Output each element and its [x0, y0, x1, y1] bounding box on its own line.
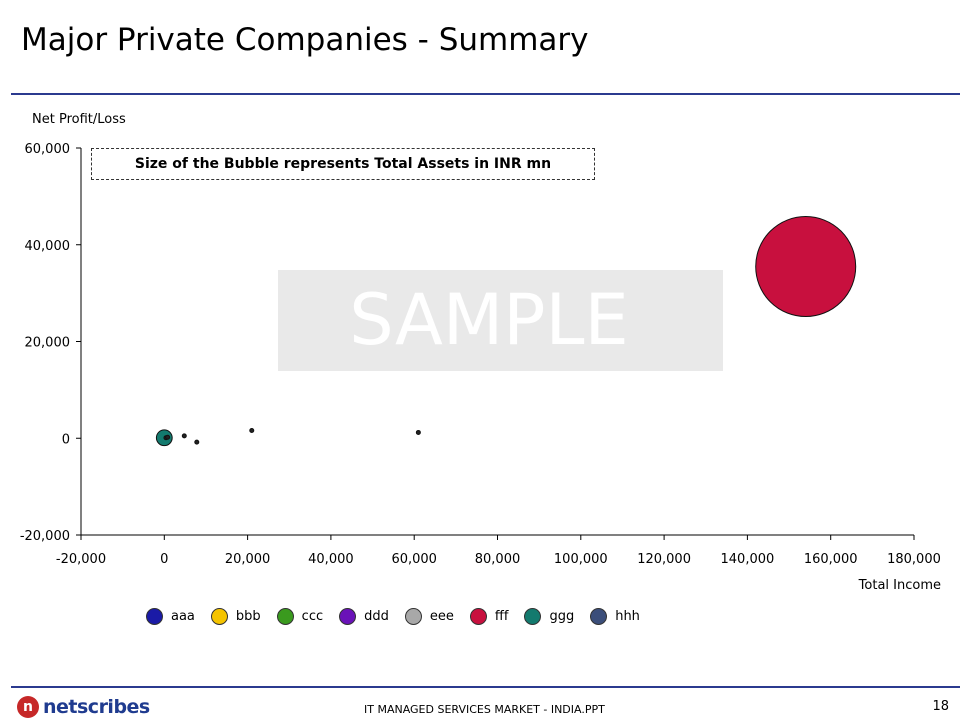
- y-tick-label: 40,000: [25, 239, 71, 254]
- legend-item-ccc: ccc: [276, 608, 324, 625]
- x-tick-label: 140,000: [721, 552, 775, 567]
- x-tick-label: 120,000: [637, 552, 691, 567]
- netscribes-logo: n netscribes: [17, 696, 150, 718]
- legend-label: hhh: [615, 609, 640, 624]
- bubble-fff: [755, 216, 857, 318]
- top-divider: [11, 93, 960, 95]
- page-title: Major Private Companies - Summary: [21, 22, 589, 58]
- watermark: SAMPLE: [349, 279, 629, 361]
- legend-swatch: [524, 608, 542, 625]
- legend-label: eee: [429, 609, 454, 624]
- page-number: 18: [932, 699, 949, 714]
- logo-icon: n: [17, 696, 39, 718]
- legend-label: ccc: [301, 609, 324, 624]
- legend-swatch: [146, 608, 163, 625]
- legend-swatch: [276, 608, 294, 625]
- x-tick-label: 0: [160, 552, 168, 567]
- legend-item-ddd: ddd: [339, 608, 389, 625]
- x-tick-label: 80,000: [475, 552, 521, 567]
- x-tick-label: 20,000: [225, 552, 271, 567]
- bubble-ccc: [249, 428, 255, 434]
- x-tick-label: -20,000: [56, 552, 106, 567]
- x-axis-label: Total Income: [858, 578, 941, 593]
- bubble-hhh: [165, 434, 171, 440]
- y-axis-label: Net Profit/Loss: [32, 112, 126, 127]
- legend-swatch: [210, 608, 228, 625]
- bubble-ddd: [415, 429, 421, 435]
- y-tick-label: 60,000: [25, 142, 71, 157]
- x-tick-label: 60,000: [391, 552, 437, 567]
- bubble-bbb: [194, 439, 200, 445]
- legend-label: aaa: [171, 609, 195, 624]
- y-tick-label: 20,000: [25, 336, 71, 351]
- legend-item-bbb: bbb: [210, 608, 261, 625]
- x-tick-label: 180,000: [887, 552, 941, 567]
- watermark-box: [278, 270, 723, 371]
- legend-item-eee: eee: [404, 608, 454, 625]
- legend-label: ggg: [549, 609, 575, 624]
- y-tick-label: -20,000: [20, 529, 70, 544]
- logo-text: netscribes: [43, 696, 150, 718]
- legend-item-fff: fff: [469, 608, 509, 625]
- chart-legend: aaa bbb ccc ddd eee fff ggg hhh: [146, 608, 656, 625]
- footer-text: IT MANAGED SERVICES MARKET - INDIA.PPT: [364, 703, 605, 716]
- bubble-aaa: [181, 433, 187, 439]
- legend-swatch: [404, 608, 422, 625]
- legend-item-ggg: ggg: [524, 608, 574, 625]
- legend-label: ddd: [364, 609, 389, 624]
- legend-label: bbb: [235, 609, 261, 624]
- chart-annotation: Size of the Bubble represents Total Asse…: [91, 148, 595, 180]
- x-tick-label: 100,000: [554, 552, 608, 567]
- x-tick-label: 160,000: [804, 552, 858, 567]
- bottom-divider: [11, 686, 960, 688]
- legend-swatch: [590, 608, 608, 625]
- x-tick-label: 40,000: [308, 552, 354, 567]
- y-tick-label: 0: [62, 432, 70, 447]
- legend-swatch: [339, 608, 357, 625]
- legend-item-aaa: aaa: [146, 608, 195, 625]
- legend-item-hhh: hhh: [590, 608, 640, 625]
- legend-label: fff: [494, 609, 509, 624]
- legend-swatch: [469, 608, 487, 625]
